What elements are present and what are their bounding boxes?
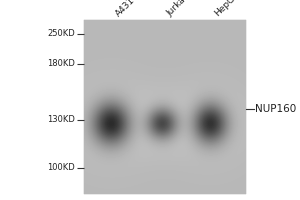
Bar: [84, 20, 246, 194]
Text: HepG2: HepG2: [213, 0, 241, 18]
Text: 100KD: 100KD: [47, 163, 75, 172]
Text: 130KD: 130KD: [47, 116, 75, 124]
Text: NUP160: NUP160: [255, 104, 296, 114]
Text: Jurkat: Jurkat: [165, 0, 190, 18]
Text: A431: A431: [114, 0, 137, 18]
Text: 250KD: 250KD: [47, 29, 75, 38]
Text: 180KD: 180KD: [47, 60, 75, 68]
